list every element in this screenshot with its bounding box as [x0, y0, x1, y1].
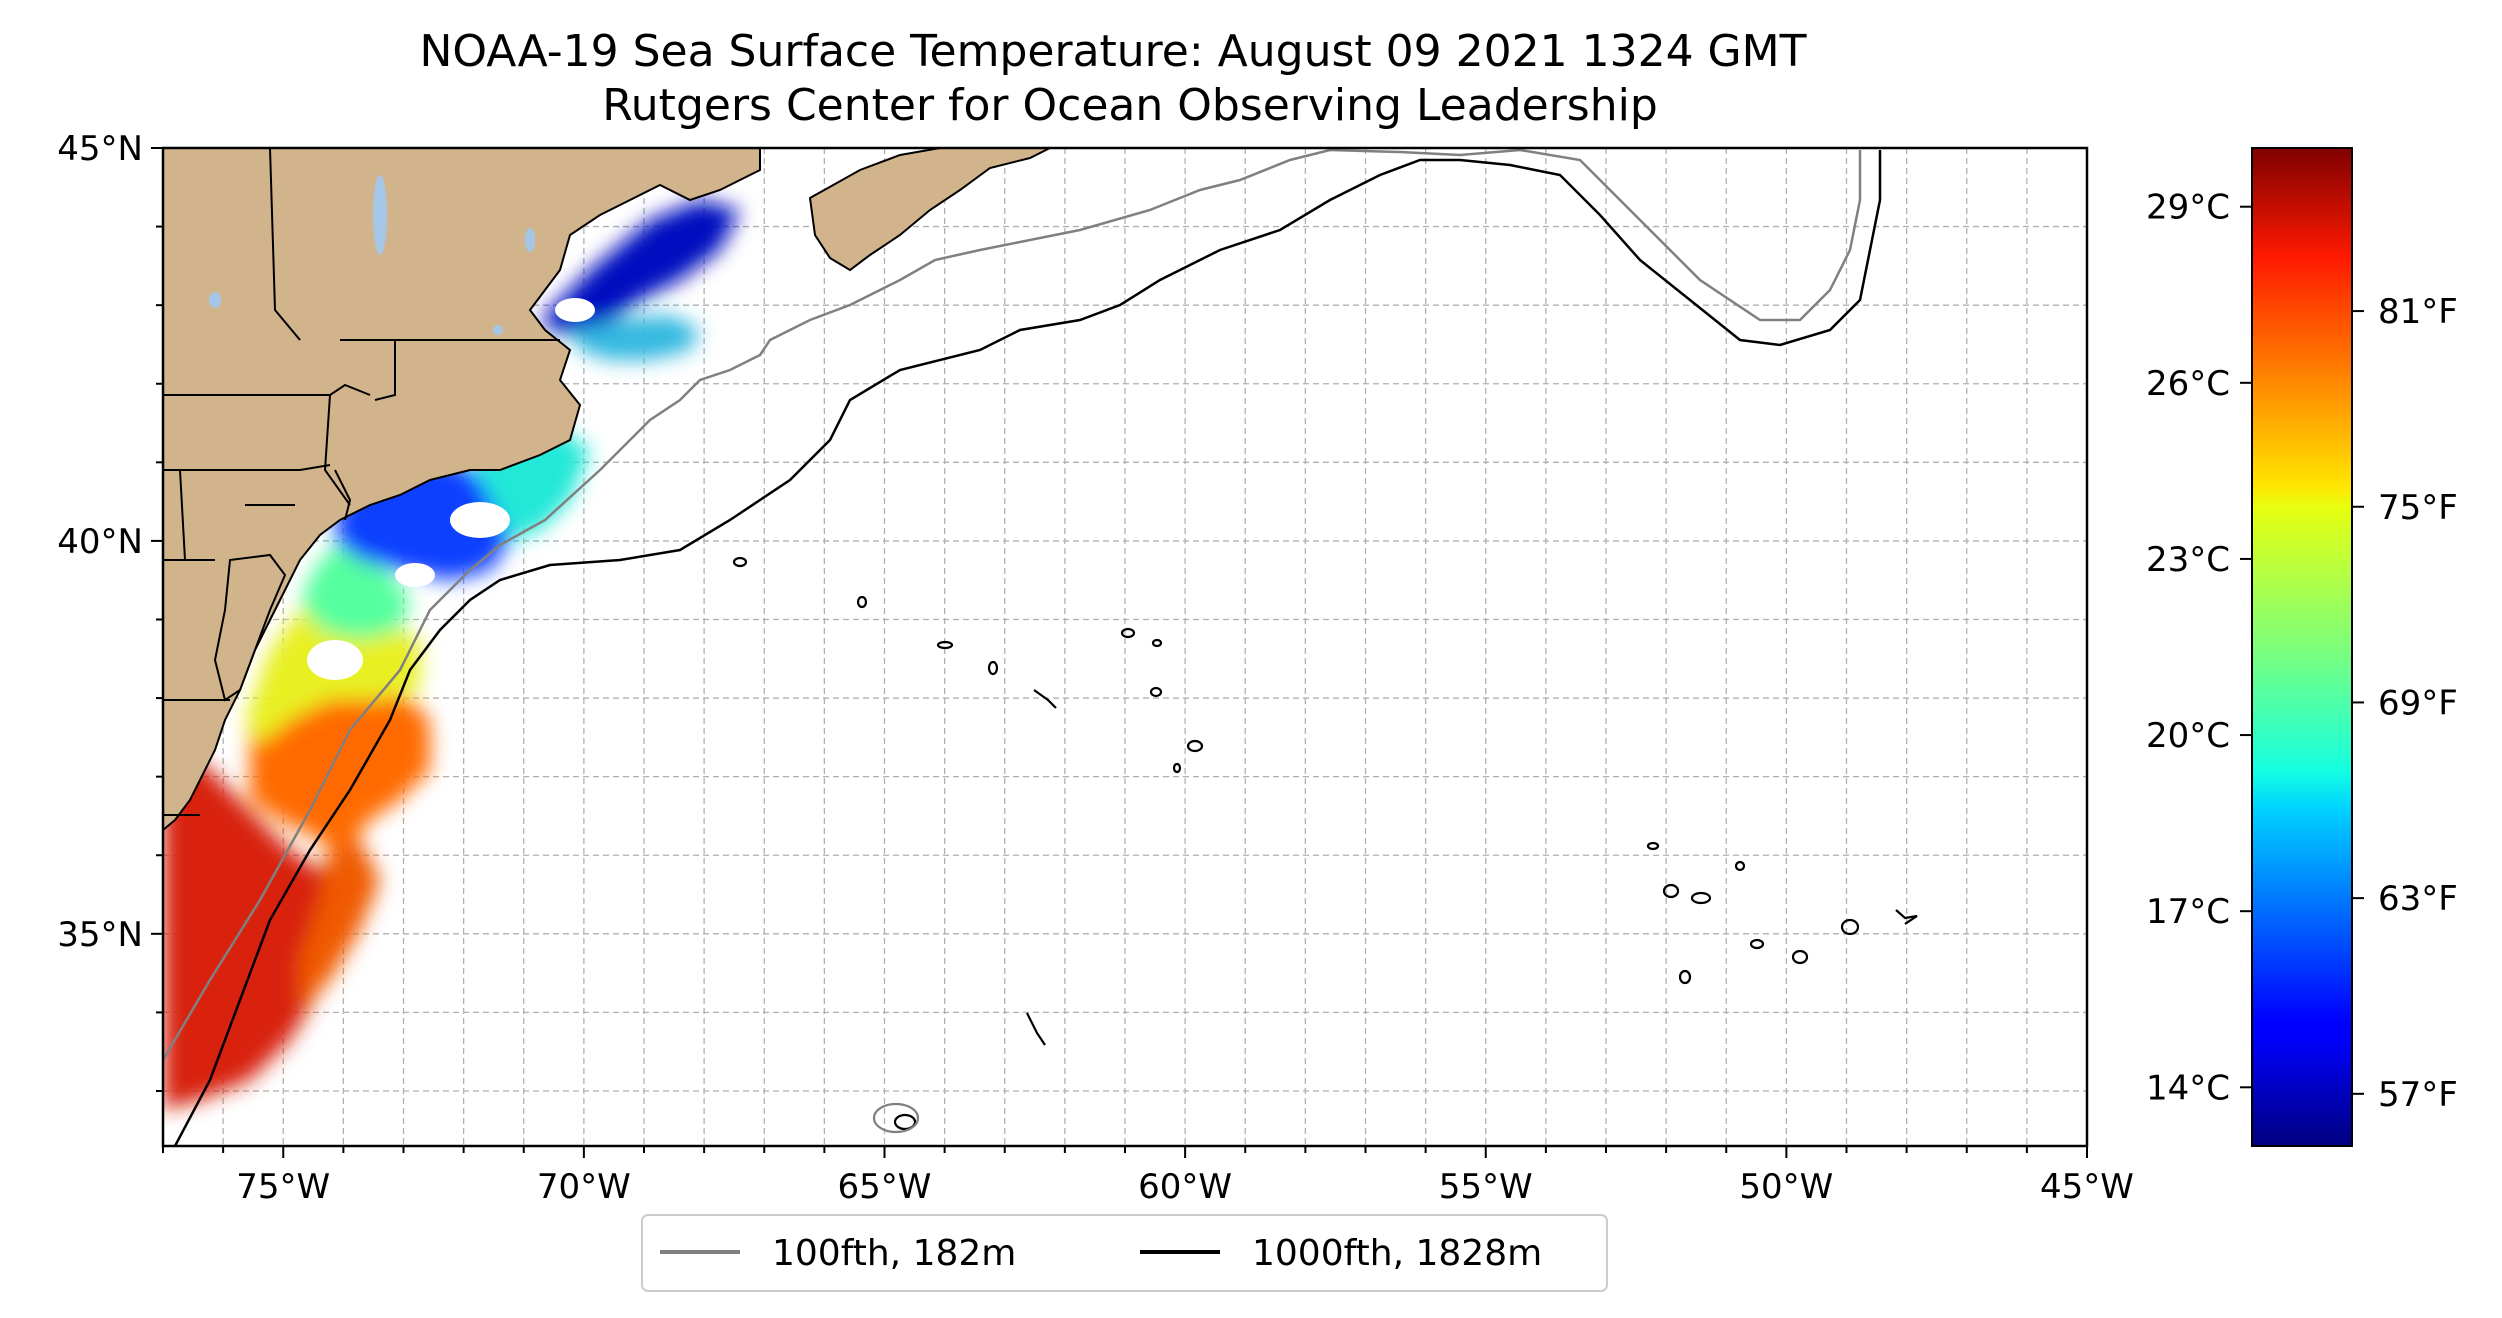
x-tick-label: 65°W [838, 1167, 932, 1207]
x-tick-label: 70°W [537, 1167, 631, 1207]
isobath-100fth [163, 148, 1862, 1061]
sst-warm-south [163, 760, 360, 1110]
x-tick-label: 75°W [236, 1167, 330, 1207]
colorbar-f-tick-label: 63°F [2378, 879, 2458, 919]
isobath-1000fth [173, 150, 1882, 1146]
land-nova-scotia [808, 148, 1051, 272]
seamounts [732, 556, 1918, 1134]
colorbar-c-tick-label: 26°C [2146, 364, 2230, 404]
colorbar-c-tick-label: 23°C [2146, 540, 2230, 580]
colorbar-gradient [2251, 147, 2353, 1147]
legend-label-1000fth: 1000fth, 1828m [1252, 1233, 1542, 1274]
land-delmarva [213, 553, 287, 702]
colorbar-c-tick-label: 29°C [2146, 188, 2230, 228]
axis-ticks: 75°W 70°W 65°W 60°W 55°W 50°W 45°W 45°N 40°N 35°N [57, 129, 2134, 1207]
chart-subtitle: Rutgers Center for Ocean Observing Leade… [602, 80, 1658, 131]
colorbar-f-tick-label: 81°F [2378, 292, 2458, 332]
colorbar-f-tick-label: 75°F [2378, 488, 2458, 528]
sst-navy-gulf-of-maine [540, 200, 740, 335]
lakes [209, 175, 535, 335]
legend: 100fth, 182m 1000fth, 1828m [641, 1214, 1608, 1292]
land [163, 148, 1051, 832]
legend-box [641, 1214, 1608, 1292]
land-us-northeast [163, 148, 761, 832]
colorbar-f-tick-label: 69°F [2378, 683, 2458, 723]
x-tick-label: 60°W [1138, 1167, 1232, 1207]
map-panel [163, 148, 2087, 1146]
colorbar-c-tick-label: 17°C [2146, 892, 2230, 932]
colorbar-ticks: 81°F 75°F 69°F 63°F 57°F 29°C 26°C 23°C 20°C 17°C… [2146, 188, 2458, 1115]
x-tick-label: 55°W [1439, 1167, 1533, 1207]
y-tick-label: 35°N [57, 915, 143, 955]
colorbar-c-tick-label: 14°C [2146, 1068, 2230, 1108]
sst-teal-georges [570, 315, 700, 360]
colorbar-f-tick-label: 57°F [2378, 1075, 2458, 1115]
state-borders [163, 148, 560, 816]
x-tick-label: 50°W [1739, 1167, 1833, 1207]
chart-title: NOAA-19 Sea Surface Temperature: August … [420, 26, 1807, 77]
y-tick-label: 45°N [57, 129, 143, 169]
legend-label-100fth: 100fth, 182m [772, 1233, 1016, 1274]
colorbar-c-tick-label: 20°C [2146, 716, 2230, 756]
x-tick-label: 45°W [2040, 1167, 2134, 1207]
cloud-gaps [307, 298, 595, 680]
sst-orange-mid [250, 690, 430, 860]
y-tick-label: 40°N [57, 522, 143, 562]
colorbar: 81°F 75°F 69°F 63°F 57°F 29°C 26°C 23°C 20°C 17°C… [2146, 147, 2458, 1147]
sst-orange-nc [300, 840, 380, 1010]
